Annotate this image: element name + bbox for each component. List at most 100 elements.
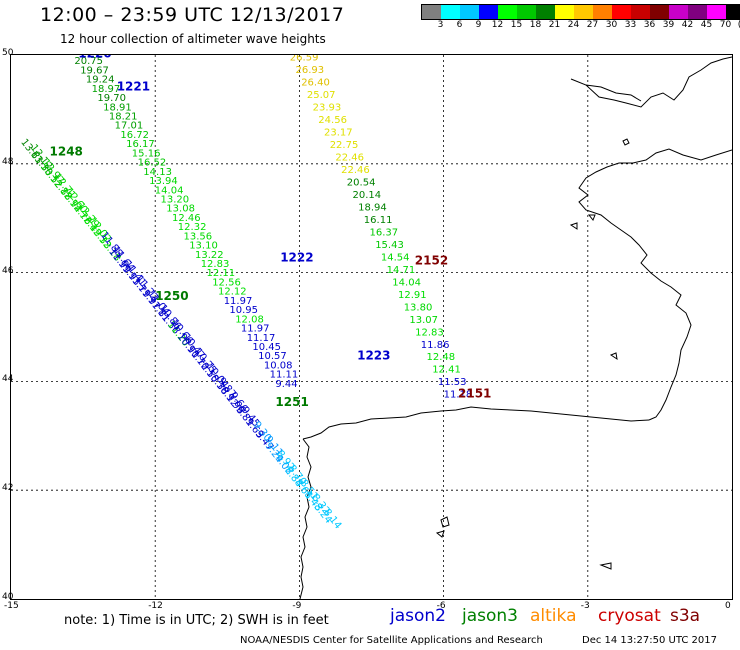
- coastline-england-south: [585, 84, 642, 102]
- satellite-name-jason3: jason3: [462, 606, 518, 626]
- legend-swatch: [612, 5, 631, 19]
- pass-number-label: 1250: [155, 289, 188, 303]
- wave-height-value: 23.93: [313, 102, 342, 113]
- pass-number-label: 2151: [458, 387, 491, 401]
- wave-height-value: 25.07: [307, 90, 336, 101]
- legend-label: 33: [624, 20, 637, 30]
- x-tick-label: -3: [580, 601, 590, 611]
- y-tick-label: 50: [2, 48, 14, 58]
- wave-height-value: 11.53: [438, 377, 467, 388]
- wave-height-value: 14.71: [387, 265, 416, 276]
- wave-height-value: 13.56: [184, 231, 213, 242]
- coastline-brittany: [578, 148, 732, 421]
- wave-height-value: 18.91: [103, 102, 132, 113]
- coastline: [299, 56, 732, 599]
- x-tick-label: 0: [725, 601, 731, 611]
- legend-label: 45: [700, 20, 713, 30]
- legend-swatch: [574, 5, 593, 19]
- wave-height-value: 12.46: [172, 213, 201, 224]
- timestamp: Dec 14 13:27:50 UTC 2017: [582, 635, 717, 646]
- x-tick-label: -6: [436, 601, 446, 611]
- wave-height-value: 15.43: [375, 240, 404, 251]
- legend-color-bar: [421, 4, 740, 20]
- wave-height-value: 12.41: [432, 365, 461, 376]
- altimeter-tracks: 21.1620.7519.6719.2418.9719.7018.9118.21…: [18, 55, 472, 531]
- x-tick-label: -12: [148, 601, 163, 611]
- legend-swatch: [460, 5, 479, 19]
- wave-height-value: 14.04: [392, 277, 421, 288]
- page-subtitle: 12 hour collection of altimeter wave hei…: [60, 32, 326, 46]
- pass-number-label: 1223: [357, 349, 390, 363]
- page-title: 12:00 – 23:59 UTC 12/13/2017: [40, 4, 345, 26]
- legend-swatch: [498, 5, 517, 19]
- wave-height-value: 13.94: [149, 176, 178, 187]
- legend-swatch: [726, 5, 740, 19]
- wave-height-value: 26.59: [290, 55, 319, 63]
- wave-height-value: 26.93: [296, 65, 325, 76]
- wave-height-value: 23.17: [324, 127, 353, 138]
- wave-height-value: 10.57: [258, 351, 287, 362]
- wave-height-value: 22.75: [330, 140, 359, 151]
- wave-height-value: 12.12: [218, 287, 247, 298]
- wave-height-value: 11.97: [224, 296, 253, 307]
- legend-label: (ft): [738, 20, 740, 30]
- wave-height-value: 12.56: [212, 277, 241, 288]
- wave-height-value: 11.86: [421, 340, 450, 351]
- legend-label: 24: [567, 20, 580, 30]
- legend-swatch: [517, 5, 536, 19]
- legend-label: 6: [456, 20, 463, 30]
- coastline-spain-north: [302, 406, 650, 440]
- legend-label: 27: [586, 20, 599, 30]
- legend-label: 39: [662, 20, 675, 30]
- legend-label: 18: [529, 20, 542, 30]
- legend-swatch: [536, 5, 555, 19]
- satellite-name-altika: altika: [530, 606, 577, 626]
- wave-height-value: 12.11: [207, 268, 236, 279]
- wave-height-value: 10.45: [252, 342, 281, 353]
- wave-height-value: 14.54: [381, 252, 410, 263]
- wave-height-value: 19.24: [86, 75, 115, 86]
- wave-height-value: 16.37: [370, 227, 399, 238]
- wave-height-value: 21.16: [69, 55, 98, 58]
- wave-height-value: 15.16: [132, 148, 161, 159]
- map-panel[interactable]: 21.1620.7519.6719.2418.9719.7018.9118.21…: [10, 54, 733, 600]
- wave-height-value: 12.32: [178, 222, 207, 233]
- map-svg[interactable]: 21.1620.7519.6719.2418.9719.7018.9118.21…: [11, 55, 732, 599]
- y-tick-label: 42: [2, 483, 14, 494]
- legend-swatch: [707, 5, 726, 19]
- wave-height-value: 13.20: [161, 195, 190, 206]
- legend-swatch: [650, 5, 669, 19]
- wave-height-value: 10.08: [264, 360, 293, 371]
- wave-height-value: 12.83: [201, 259, 230, 270]
- wave-height-value: 20.75: [74, 56, 103, 67]
- wave-height-value: 19.67: [80, 65, 109, 76]
- wave-height-value: 12.83: [415, 327, 444, 338]
- legend-swatch: [669, 5, 688, 19]
- pass-number-label: 1222: [280, 251, 313, 265]
- y-tick-label: 40: [2, 592, 14, 602]
- credit-text: NOAA/NESDIS Center for Satellite Applica…: [240, 635, 543, 646]
- wave-height-value: 16.17: [126, 139, 155, 150]
- pass-number-label: 2152: [415, 253, 448, 267]
- legend-label: 30: [605, 20, 618, 30]
- y-tick-label: 48: [2, 156, 14, 167]
- y-tick-label: 46: [2, 265, 14, 276]
- wave-height-value: 12.91: [398, 290, 427, 301]
- wave-height-value: 20.14: [353, 190, 382, 201]
- wave-height-value: 18.21: [109, 112, 138, 123]
- coastline-islands: [435, 138, 630, 570]
- wave-height-value: 13.08: [166, 204, 195, 215]
- legend-swatch: [441, 5, 460, 19]
- wave-height-value: 16.52: [138, 158, 167, 169]
- wave-height-value: 11.18: [444, 390, 473, 401]
- wave-height-value: 13.07: [409, 315, 438, 326]
- legend-swatch: [479, 5, 498, 19]
- wave-height-value: 14.04: [155, 185, 184, 196]
- wave-height-value: 11.11: [270, 370, 299, 381]
- wave-height-value: 10.95: [229, 305, 258, 316]
- wave-height-value: 13.10: [189, 241, 218, 252]
- pass-labels: 1220 1221 1222 1223 2152 2151 1248 1250 1251: [50, 55, 492, 409]
- wave-height-value: 18.94: [358, 202, 387, 213]
- wave-height-value: 11.97: [241, 324, 270, 335]
- wave-height-value: 9.44: [275, 379, 297, 390]
